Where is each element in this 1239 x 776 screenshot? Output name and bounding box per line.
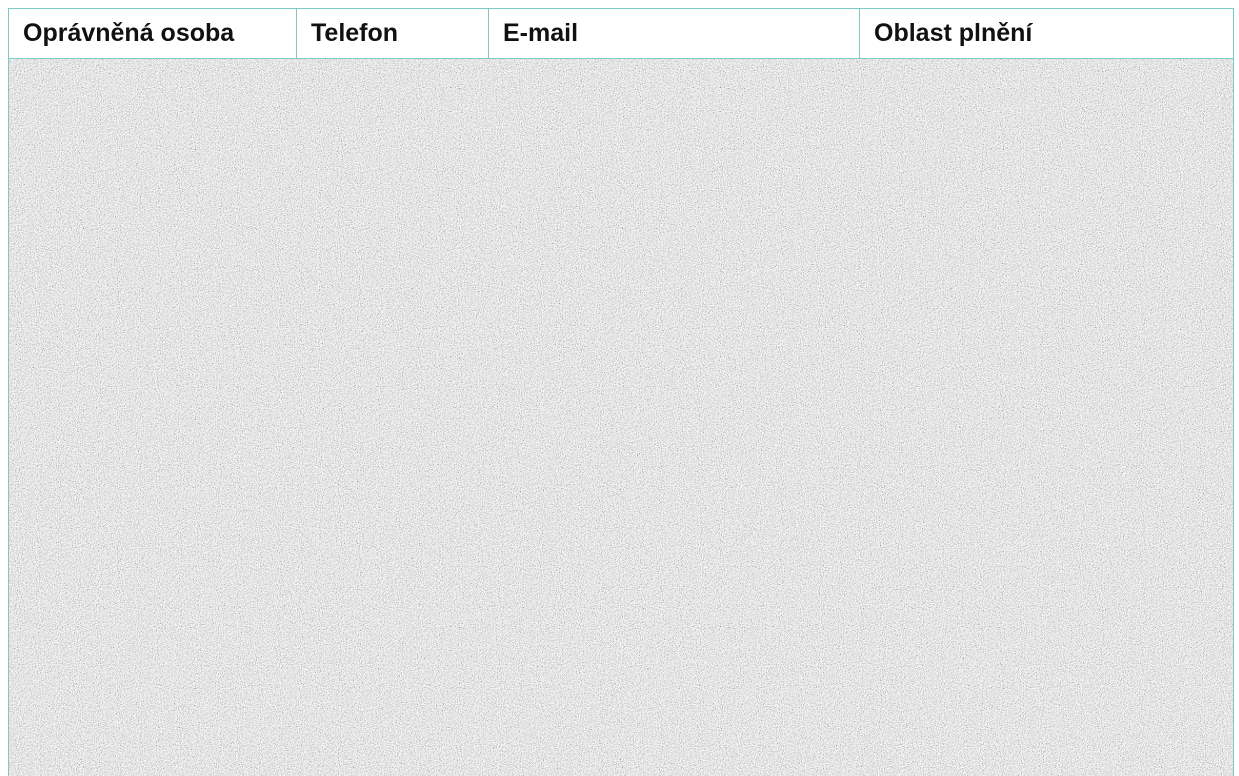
column-header-authorized-person: Oprávněná osoba [9,9,297,58]
column-header-email: E-mail [489,9,860,58]
contacts-table: Oprávněná osoba Telefon E-mail Oblast pl… [8,8,1234,776]
noise-pattern [9,59,1233,776]
column-header-fulfillment-area: Oblast plnění [874,19,1033,47]
redacted-content-noise [9,59,1233,776]
column-header-phone: Telefon [297,9,489,58]
table-header-row: Oprávněná osoba Telefon E-mail Oblast pl… [9,9,1233,59]
